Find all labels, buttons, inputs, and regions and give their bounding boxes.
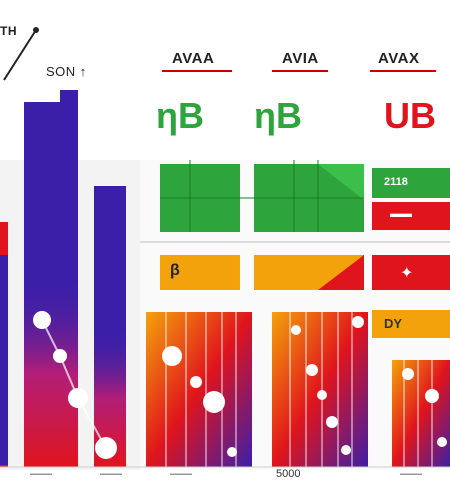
big-label-col3: UB bbox=[384, 95, 436, 136]
column-header-3-underline bbox=[370, 70, 436, 72]
dot-1 bbox=[33, 311, 51, 329]
dot-16 bbox=[425, 389, 439, 403]
dot-3 bbox=[68, 388, 88, 408]
dot-12 bbox=[326, 416, 338, 428]
column-header-2-underline bbox=[272, 70, 328, 72]
column-header-1: AVAA bbox=[172, 50, 215, 67]
dot-8 bbox=[227, 447, 237, 457]
dot-9 bbox=[291, 325, 301, 335]
top-left-label: TH bbox=[0, 24, 17, 38]
bottom-group-1 bbox=[146, 312, 252, 467]
dot-4 bbox=[95, 437, 117, 459]
big-label-col2: ηB bbox=[254, 95, 302, 136]
left-bar-purple-a bbox=[0, 255, 8, 465]
x-tick-5: —— bbox=[400, 468, 422, 480]
orange-label-box bbox=[372, 310, 450, 338]
x-tick-3: —— bbox=[170, 468, 192, 480]
red-cell-3 bbox=[372, 202, 450, 230]
cell-col3-row1: 2118 bbox=[384, 176, 408, 188]
trend-line-left bbox=[41, 319, 107, 449]
cell-col3-row4: DY bbox=[384, 316, 403, 331]
cell-col3-row2: ▬▬ bbox=[390, 208, 412, 220]
dot-5 bbox=[162, 346, 182, 366]
column-header-2: AVIA bbox=[282, 50, 319, 67]
red-cell-row3 bbox=[372, 255, 450, 290]
dot-10 bbox=[306, 364, 318, 376]
orange-cell-2-red bbox=[318, 255, 364, 290]
dot-6 bbox=[190, 376, 202, 388]
dot-13 bbox=[341, 445, 351, 455]
x-tick-2: —— bbox=[100, 468, 122, 480]
cell-col3-row3: ✦ bbox=[400, 265, 414, 282]
bottom-group-2 bbox=[272, 312, 368, 467]
trend-dot-top bbox=[33, 27, 39, 33]
cell-col1-row3: β bbox=[170, 262, 180, 279]
column-header-1-underline bbox=[162, 70, 232, 72]
dot-17 bbox=[437, 437, 447, 447]
son-label: SON ↑ bbox=[46, 64, 87, 79]
x-tick-1: —— bbox=[30, 468, 52, 480]
dot-2 bbox=[53, 349, 67, 363]
tall-bar-1-fade bbox=[24, 280, 78, 467]
dot-7 bbox=[203, 391, 225, 413]
column-header-3: AVAX bbox=[378, 50, 420, 67]
dot-15 bbox=[402, 368, 414, 380]
green-cell-2-shade bbox=[318, 164, 364, 200]
green-cell-3 bbox=[372, 168, 450, 198]
trend-line-top bbox=[3, 29, 37, 81]
dot-11 bbox=[317, 390, 327, 400]
big-label-col1: ηB bbox=[156, 95, 204, 136]
dot-14 bbox=[352, 316, 364, 328]
x-tick-4: 5000 bbox=[276, 468, 301, 480]
orange-cell-1 bbox=[160, 255, 240, 290]
bottom-group-3 bbox=[392, 360, 450, 467]
